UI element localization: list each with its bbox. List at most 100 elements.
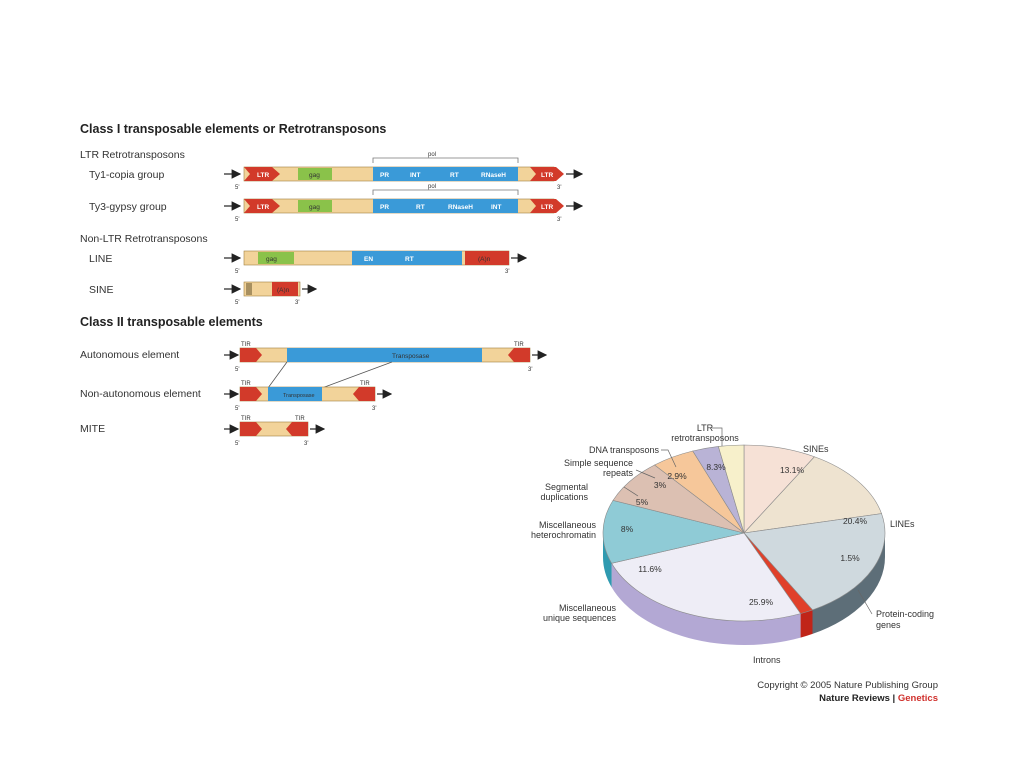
label-protein-line1: Protein-coding <box>876 609 934 619</box>
label-protein-line2: genes <box>876 620 901 630</box>
gag-label: gag <box>266 256 277 263</box>
pie-value-dna-transposons: 2.9% <box>667 471 687 481</box>
pie-value-lines: 20.4% <box>843 516 868 526</box>
label-dna: DNA transposons <box>589 445 660 455</box>
pie-value-introns: 25.9% <box>749 597 774 607</box>
ty3-gypsy-label: Ty3-gypsy group <box>89 201 167 213</box>
transposase-box <box>287 348 482 362</box>
genome-composition-pie-chart: 8.3% 13.1% 20.4% 1.5% 25.9% 11.6% 8% 5% 3%2.9% <box>602 444 886 646</box>
pie-value-simple-sequence-repeats: 3% <box>654 480 667 490</box>
journal-line: Nature Reviews | Genetics <box>819 693 938 704</box>
polya-label: (A)n <box>478 256 491 263</box>
class1-title: Class I transposable elements or Retrotr… <box>80 122 386 136</box>
pie-slice-lines <box>743 513 886 611</box>
transposase-fragment <box>268 387 322 401</box>
ltr-box <box>530 167 564 181</box>
ltr-box <box>244 167 280 181</box>
three-prime: 3' <box>528 367 532 373</box>
label-ssr-line2: repeats <box>603 468 634 478</box>
tir-label: TIR <box>514 342 524 348</box>
pie-side-introns <box>611 563 801 646</box>
deletion-line <box>267 361 288 389</box>
label-hetero-line2: heterochromatin <box>531 530 596 540</box>
leader-line <box>635 469 656 479</box>
label-segdup-line2: duplications <box>540 492 588 502</box>
five-prime: 5' <box>235 367 239 373</box>
tir-label: TIR <box>241 416 251 422</box>
ltr-label: LTR <box>257 172 269 179</box>
pie-value-segmental-duplications: 5% <box>636 497 649 507</box>
label-sines: SINEs <box>803 444 829 454</box>
autonomous-label: Autonomous element <box>80 349 179 361</box>
class2-title: Class II transposable elements <box>80 315 263 329</box>
tir-label: TIR <box>241 342 251 348</box>
pie-slice-introns <box>611 532 802 622</box>
int-label: INT <box>410 172 421 179</box>
five-prime: 5' <box>235 300 239 306</box>
leader-line <box>661 449 677 468</box>
transposable-elements-diagram: Class I transposable elements or Retrotr… <box>80 122 584 447</box>
five-prime: 5' <box>235 269 239 275</box>
ltr-label: LTR <box>257 204 269 211</box>
label-ltr-line1: LTR <box>697 423 714 433</box>
rt-label: RT <box>405 256 414 263</box>
rt-label: RT <box>450 172 459 179</box>
pie-labels: LTR retrotransposons SINEs LINEs Protein… <box>531 423 934 665</box>
mite-label: MITE <box>80 423 105 435</box>
pol-label: pol <box>428 152 436 158</box>
copyright-text: Copyright © 2005 Nature Publishing Group <box>757 680 938 691</box>
three-prime: 3' <box>557 185 561 191</box>
pie-side-lines <box>812 533 885 634</box>
line-label: LINE <box>89 253 112 265</box>
ltr-box <box>244 199 280 213</box>
leader-line <box>623 486 639 497</box>
ltr-label: LTR <box>541 172 553 179</box>
pie-side-miscellaneous-unique-sequences <box>603 533 612 588</box>
five-prime: 5' <box>235 217 239 223</box>
journal-separator: | <box>890 693 898 704</box>
pr-label: PR <box>380 172 389 179</box>
gag-label: gag <box>309 172 320 179</box>
transposase-label: Transposase <box>392 353 430 360</box>
three-prime: 3' <box>557 217 561 223</box>
transposase-label: Transposase <box>283 393 315 399</box>
five-prime: 5' <box>235 185 239 191</box>
gag-label: gag <box>309 204 320 211</box>
line-element: gag EN RT (A)n 5' 3' <box>224 250 528 275</box>
pol-region <box>373 199 518 213</box>
pol-bracket-ty3: pol <box>372 184 519 195</box>
mite-element: TIR TIR 5' 3' <box>224 416 326 447</box>
ltr-label: LTR <box>541 204 553 211</box>
pie-slice-miscellaneous-unique-sequences <box>602 500 745 564</box>
five-prime: 5' <box>235 406 239 412</box>
tir-label: TIR <box>295 416 305 422</box>
leader-line <box>857 589 873 615</box>
promoter-box <box>246 283 252 295</box>
journal-name: Nature Reviews <box>819 693 890 704</box>
label-hetero-line1: Miscellaneous <box>539 520 597 530</box>
int-label: INT <box>491 204 502 211</box>
journal-section: Genetics <box>898 693 938 704</box>
ty3-gypsy-element: LTR gag PR RT RNaseH INT LTR 5' 3' <box>224 198 584 223</box>
pie-value-protein-coding-genes: 1.5% <box>840 553 860 563</box>
leader-line <box>712 427 723 446</box>
three-prime: 3' <box>295 300 299 306</box>
label-introns: Introns <box>753 655 781 665</box>
en-rt-region <box>352 251 462 265</box>
label-unique-line2: unique sequences <box>543 613 617 623</box>
tir-box <box>508 348 530 362</box>
ty1-copia-label: Ty1-copia group <box>89 169 164 181</box>
gag-box <box>258 252 294 264</box>
ltr-retrotransposons-header: LTR Retrotransposons <box>80 149 185 161</box>
polya-box <box>465 251 509 265</box>
gag-box <box>298 168 332 180</box>
polya-box <box>272 282 298 296</box>
label-ssr-line1: Simple sequence <box>564 458 633 468</box>
three-prime: 3' <box>304 441 308 447</box>
pol-label: pol <box>428 184 436 190</box>
pie-value-miscellaneous-unique-sequences: 11.6% <box>638 564 662 574</box>
rt-label: RT <box>416 204 425 211</box>
pie-value-ltr-retrotransposons: 8.3% <box>706 462 726 472</box>
tir-box <box>240 348 262 362</box>
